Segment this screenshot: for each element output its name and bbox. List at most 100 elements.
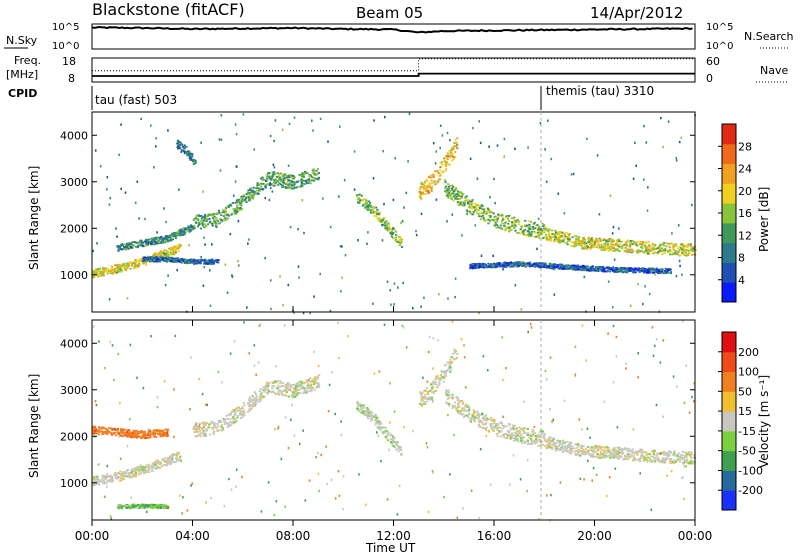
speckle-point bbox=[200, 142, 202, 144]
data-point-1 bbox=[148, 437, 150, 439]
data-point-0 bbox=[123, 474, 125, 476]
data-point-2 bbox=[271, 381, 273, 383]
data-point-6 bbox=[519, 233, 521, 235]
data-point-2 bbox=[225, 213, 227, 215]
speckle-point bbox=[454, 296, 456, 298]
data-point-2 bbox=[200, 228, 202, 230]
data-point-0 bbox=[106, 473, 108, 475]
data-point-2 bbox=[201, 217, 203, 219]
data-point-7 bbox=[555, 236, 557, 238]
data-point-3 bbox=[176, 143, 178, 145]
speckle-point bbox=[279, 275, 281, 277]
data-point-7 bbox=[548, 233, 550, 235]
data-point-5 bbox=[427, 185, 429, 187]
data-point-2 bbox=[292, 392, 294, 394]
data-point-1 bbox=[143, 434, 145, 436]
data-point-6 bbox=[508, 227, 510, 229]
data-point-0 bbox=[147, 467, 149, 469]
data-point-5 bbox=[528, 437, 530, 439]
colorbar-swatch bbox=[722, 282, 736, 302]
data-point-8 bbox=[646, 272, 648, 274]
data-point-6 bbox=[538, 226, 540, 228]
data-point-1 bbox=[179, 234, 181, 236]
data-point-4 bbox=[423, 401, 425, 403]
data-point-7 bbox=[652, 243, 654, 245]
data-point-0 bbox=[119, 471, 121, 473]
data-point-2 bbox=[287, 384, 289, 386]
speckle-point bbox=[634, 142, 636, 144]
speckle-point bbox=[461, 234, 463, 236]
data-point-5 bbox=[455, 142, 457, 144]
speckle-point bbox=[438, 293, 440, 295]
data-point-2 bbox=[304, 382, 306, 384]
speckle-point bbox=[100, 165, 102, 167]
data-point-1 bbox=[154, 433, 156, 435]
data-point-8 bbox=[633, 269, 635, 271]
data-point-7 bbox=[629, 243, 631, 245]
data-point-2 bbox=[308, 175, 310, 177]
data-point-2 bbox=[311, 177, 313, 179]
data-point-1 bbox=[160, 436, 162, 438]
data-point-6 bbox=[478, 215, 480, 217]
colorbar-swatch bbox=[722, 164, 736, 184]
data-point-5 bbox=[439, 162, 441, 164]
data-point-3 bbox=[383, 427, 385, 429]
data-point-1 bbox=[174, 233, 176, 235]
data-point-5 bbox=[439, 169, 441, 171]
data-point-2 bbox=[260, 186, 262, 188]
speckle-point bbox=[265, 180, 267, 182]
data-point-2 bbox=[213, 220, 215, 222]
data-point-8 bbox=[665, 269, 667, 271]
data-point-2 bbox=[198, 224, 200, 226]
data-point-6 bbox=[528, 220, 530, 222]
data-point-0 bbox=[154, 464, 156, 466]
data-point-0 bbox=[112, 272, 114, 274]
data-point-3 bbox=[177, 146, 179, 148]
data-point-2 bbox=[234, 412, 236, 414]
data-point-2 bbox=[228, 205, 230, 207]
data-point-2 bbox=[313, 180, 315, 182]
colorbar-tick-label: 24 bbox=[738, 163, 752, 176]
speckle-point bbox=[116, 245, 118, 247]
data-point-2 bbox=[301, 185, 303, 187]
data-point-2 bbox=[228, 414, 230, 416]
data-point-2 bbox=[260, 396, 262, 398]
data-point-0 bbox=[123, 473, 125, 475]
data-point-5 bbox=[450, 154, 452, 156]
speckle-point bbox=[297, 228, 299, 230]
data-point-1 bbox=[187, 226, 189, 228]
speckle-point bbox=[390, 289, 392, 291]
data-point-5 bbox=[445, 168, 447, 170]
data-point-2 bbox=[285, 187, 287, 189]
data-point-0 bbox=[174, 454, 176, 456]
data-point-1 bbox=[175, 235, 177, 237]
data-point-6 bbox=[448, 186, 450, 188]
data-point-1 bbox=[145, 245, 147, 247]
data-point-6 bbox=[476, 211, 478, 213]
data-point-5 bbox=[420, 186, 422, 188]
data-point-6 bbox=[487, 223, 489, 225]
colorbar-swatch bbox=[722, 262, 736, 282]
data-point-1 bbox=[177, 231, 179, 233]
speckle-point bbox=[265, 197, 267, 199]
data-point-7 bbox=[626, 243, 628, 245]
speckle-point bbox=[354, 150, 356, 152]
data-point-4 bbox=[433, 392, 435, 394]
speckle-point bbox=[288, 165, 290, 167]
data-point-3 bbox=[363, 405, 365, 407]
data-point-4 bbox=[449, 366, 451, 368]
data-point-2 bbox=[315, 380, 317, 382]
data-point-0 bbox=[167, 254, 169, 256]
speckle-point bbox=[630, 305, 632, 307]
data-point-2 bbox=[255, 397, 257, 399]
data-point-8 bbox=[500, 265, 502, 267]
data-point-6 bbox=[462, 204, 464, 206]
data-point-2 bbox=[289, 384, 291, 386]
speckle-point bbox=[140, 118, 142, 120]
speckle-point bbox=[373, 177, 375, 179]
speckle-point bbox=[547, 120, 549, 122]
speckle-point bbox=[470, 158, 472, 160]
data-point-0 bbox=[164, 457, 166, 459]
speckle-point bbox=[248, 238, 250, 240]
speckle-point bbox=[676, 275, 678, 277]
